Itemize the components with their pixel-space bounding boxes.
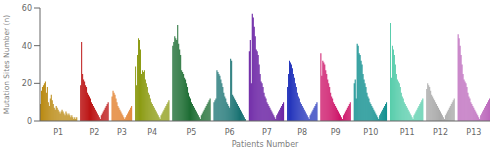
svg-text:P11: P11 [400, 128, 415, 137]
svg-text:P9: P9 [331, 128, 341, 137]
svg-text:Mutation Sites Number (n): Mutation Sites Number (n) [8, 15, 11, 114]
svg-text:60: 60 [22, 4, 32, 13]
svg-text:P3: P3 [117, 128, 127, 137]
svg-text:P4: P4 [147, 128, 157, 137]
svg-text:P5: P5 [187, 128, 197, 137]
svg-text:P2: P2 [89, 128, 99, 137]
svg-text:P1: P1 [53, 128, 63, 137]
svg-text:Patients Number: Patients Number [232, 140, 299, 149]
svg-text:0: 0 [27, 117, 32, 126]
svg-text:P8: P8 [297, 128, 307, 137]
svg-text:P6: P6 [225, 128, 235, 137]
svg-text:40: 40 [22, 42, 32, 51]
svg-text:P12: P12 [433, 128, 448, 137]
svg-text:20: 20 [22, 79, 32, 88]
svg-text:P10: P10 [363, 128, 378, 137]
svg-text:P7: P7 [262, 128, 272, 137]
svg-text:P13: P13 [466, 128, 481, 137]
